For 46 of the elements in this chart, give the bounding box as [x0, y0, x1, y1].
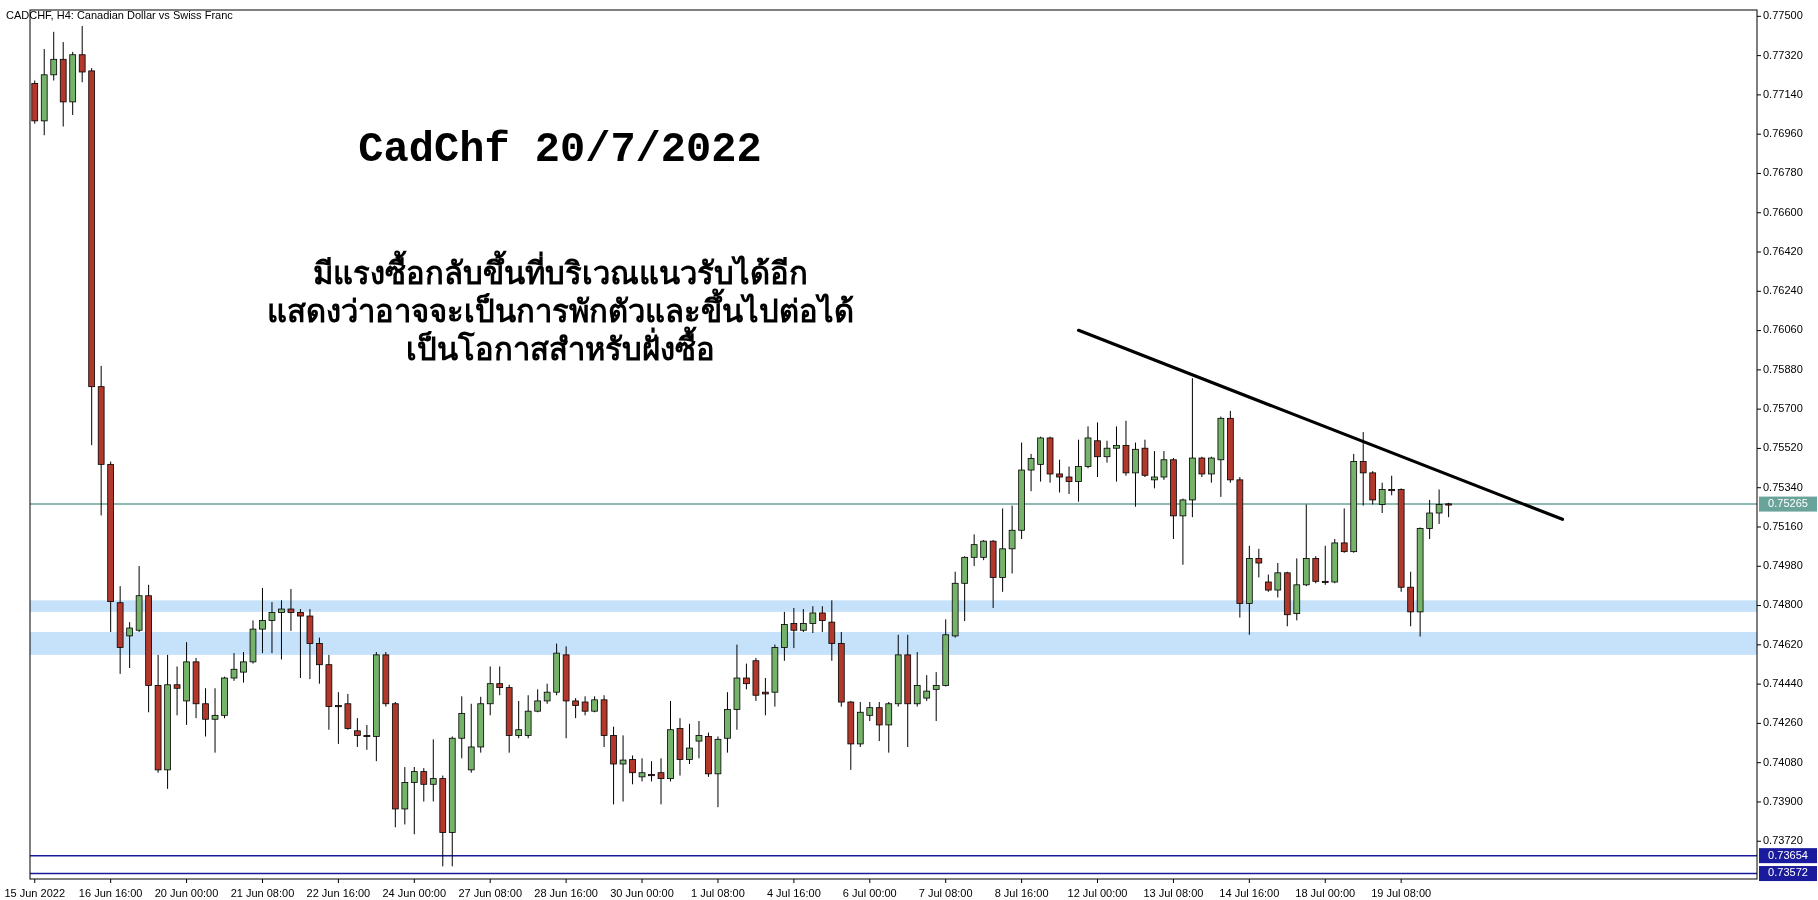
x-tick-label: 14 Jul 16:00: [1219, 886, 1280, 899]
y-tick-label: 0.76060: [1763, 323, 1803, 336]
x-tick-label: 4 Jul 16:00: [766, 886, 821, 899]
y-tick-label: 0.76420: [1763, 244, 1803, 257]
y-tick-label: 0.75700: [1763, 402, 1803, 415]
ref-line-label: 0.73654: [1768, 848, 1808, 861]
y-tick-label: 0.74440: [1763, 677, 1803, 690]
x-tick-label: 20 Jun 00:00: [154, 886, 219, 899]
y-tick-label: 0.76780: [1763, 166, 1803, 179]
x-tick-label: 27 Jun 08:00: [458, 886, 523, 899]
x-tick-label: 8 Jul 16:00: [994, 886, 1049, 899]
y-tick-label: 0.74080: [1763, 755, 1803, 768]
y-tick-label: 0.76600: [1763, 205, 1803, 218]
x-tick-label: 22 Jun 16:00: [306, 886, 371, 899]
x-tick-label: 6 Jul 00:00: [842, 886, 897, 899]
x-tick-label: 12 Jul 00:00: [1067, 886, 1128, 899]
y-tick-label: 0.74620: [1763, 637, 1803, 650]
y-tick-label: 0.74260: [1763, 716, 1803, 729]
y-tick-label: 0.75160: [1763, 519, 1803, 532]
x-tick-label: 16 Jun 16:00: [78, 886, 143, 899]
y-tick-label: 0.75880: [1763, 362, 1803, 375]
x-tick-label: 21 Jun 08:00: [230, 886, 295, 899]
y-tick-label: 0.76960: [1763, 127, 1803, 140]
y-tick-label: 0.75340: [1763, 480, 1803, 493]
x-tick-label: 30 Jun 00:00: [610, 886, 674, 899]
annotation: CADCHF, H4: Canadian Dollar vs Swiss Franc: [6, 9, 234, 21]
x-tick-label: 15 Jun 2022: [4, 886, 66, 899]
y-tick-label: 0.76240: [1763, 284, 1803, 297]
x-tick-label: 1 Jul 08:00: [691, 886, 745, 899]
y-tick-label: 0.77320: [1763, 48, 1803, 61]
x-tick-label: 24 Jun 00:00: [382, 886, 447, 899]
text: CadChf 20/7/2022: [358, 126, 762, 175]
x-tick-label: 13 Jul 08:00: [1143, 886, 1204, 899]
ref-line-label: 0.75265: [1768, 496, 1808, 509]
y-tick-label: 0.74800: [1763, 598, 1803, 611]
ref-line-label: 0.73572: [1768, 866, 1808, 879]
y-tick-label: 0.73900: [1763, 794, 1803, 807]
x-tick-label: 7 Jul 08:00: [918, 886, 973, 899]
y-tick-label: 0.77140: [1763, 87, 1803, 100]
x-tick-label: 18 Jul 00:00: [1295, 886, 1356, 899]
x-tick-label: 19 Jul 08:00: [1371, 886, 1432, 899]
x-tick-label: 28 Jun 16:00: [534, 886, 598, 899]
y-tick-label: 0.77500: [1763, 9, 1803, 22]
y-tick-label: 0.75520: [1763, 441, 1803, 454]
y-tick-label: 0.74980: [1763, 559, 1803, 572]
y-tick-label: 0.73720: [1763, 834, 1803, 847]
